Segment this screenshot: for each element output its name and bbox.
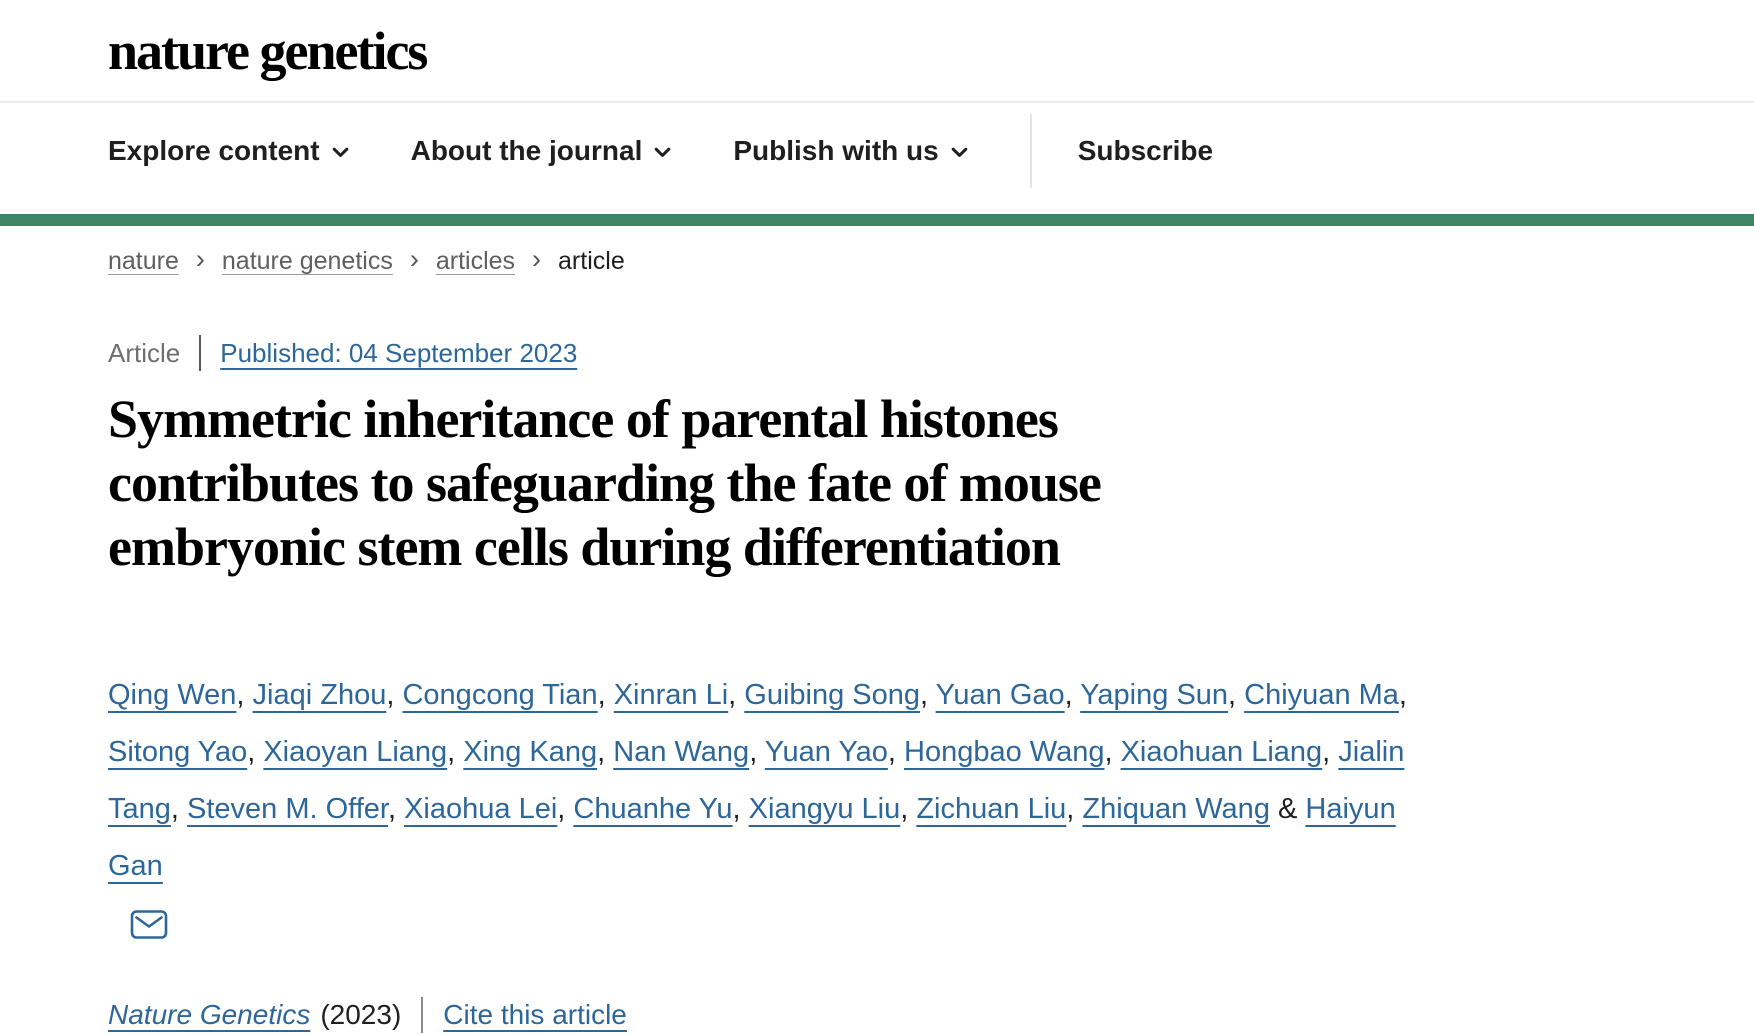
- article-title: Symmetric inheritance of parental histon…: [108, 389, 1102, 577]
- author-link[interactable]: Nan Wang: [613, 736, 750, 768]
- author-link[interactable]: Xing Kang: [463, 736, 598, 768]
- author-link[interactable]: Yaping Sun: [1080, 679, 1229, 711]
- breadcrumb-item-article: article: [558, 247, 625, 275]
- author-link[interactable]: Zichuan Liu: [916, 793, 1067, 825]
- author-link[interactable]: Congcong Tian: [402, 679, 598, 711]
- breadcrumb-item-nature[interactable]: nature: [108, 247, 179, 275]
- author-separator: ,: [749, 736, 765, 768]
- author-separator: ,: [597, 736, 614, 768]
- author-separator: ,: [170, 793, 188, 825]
- author-link[interactable]: Chuanhe Yu: [573, 793, 733, 825]
- author-link[interactable]: Yuan Yao: [764, 736, 888, 768]
- author-link[interactable]: Xiaohuan Liang: [1120, 736, 1323, 768]
- cite-this-article-link[interactable]: Cite this article: [443, 999, 627, 1030]
- author-link[interactable]: Yuan Gao: [935, 679, 1065, 711]
- author-link[interactable]: Qing Wen: [108, 679, 237, 711]
- author-separator: ,: [387, 793, 405, 825]
- author-separator: ,: [732, 793, 749, 825]
- author-separator: ,: [247, 736, 264, 768]
- citation-divider: [421, 997, 424, 1033]
- author-separator: ,: [1104, 736, 1121, 768]
- breadcrumb-item-articles[interactable]: articles: [435, 247, 516, 275]
- nav-item-explore-content[interactable]: Explore content: [108, 135, 349, 167]
- author-separator: ,: [1066, 793, 1083, 825]
- subscribe-link[interactable]: Subscribe: [1077, 134, 1214, 166]
- author-link[interactable]: Xinran Li: [613, 679, 729, 711]
- journal-logo[interactable]: nature genetics: [108, 20, 428, 81]
- nav-item-label: Publish with us: [733, 134, 939, 166]
- published-date-link[interactable]: Published: 04 September 2023: [220, 337, 578, 368]
- author-link[interactable]: Xiangyu Liu: [748, 793, 901, 825]
- nav-item-label: About the journal: [410, 134, 643, 166]
- nav-items: Explore content About the journal Publish …: [108, 135, 1030, 167]
- author-link[interactable]: Jiaqi Zhou: [252, 679, 387, 711]
- site-header: nature genetics Explore content About the…: [0, 0, 1754, 226]
- author-link[interactable]: Hongbao Wang: [904, 736, 1105, 768]
- author-separator: ,: [386, 679, 403, 711]
- logo-bar: nature genetics: [0, 0, 1754, 103]
- citation-year: (2023): [320, 999, 402, 1030]
- author-separator: ,: [557, 793, 574, 825]
- chevron-down-icon: [332, 147, 348, 157]
- nav-item-about-the-journal[interactable]: About the journal: [411, 135, 672, 167]
- nav-divider: [1029, 113, 1032, 188]
- author-separator: ,: [920, 679, 936, 711]
- article-type-label: Article: [108, 337, 181, 368]
- author-separator: ,: [1228, 679, 1245, 711]
- nav-item-label: Explore content: [108, 134, 320, 166]
- email-row: [130, 909, 1714, 945]
- author-separator: ,: [887, 736, 905, 768]
- author-link[interactable]: Guibing Song: [744, 679, 921, 711]
- author-link[interactable]: Chiyuan Ma: [1244, 679, 1399, 711]
- author-separator: &: [1269, 793, 1306, 825]
- author-list: Qing Wen, Jiaqi Zhou, Congcong Tian, Xin…: [108, 667, 1458, 895]
- chevron-down-icon: [951, 147, 968, 157]
- author-link[interactable]: Jialin Tang: [108, 736, 1405, 825]
- author-separator: ,: [1322, 736, 1339, 768]
- author-link[interactable]: Haiyun Gan: [108, 793, 1396, 882]
- envelope-icon: [130, 910, 168, 939]
- author-separator: ,: [728, 679, 745, 711]
- corresponding-author-email-link[interactable]: [130, 909, 168, 940]
- breadcrumb-separator-icon: ›: [532, 244, 542, 274]
- breadcrumb: nature › nature genetics › articles › article: [108, 246, 1714, 277]
- author-separator: ,: [1398, 679, 1407, 711]
- author-link[interactable]: Steven M. Offer: [187, 793, 388, 825]
- article-page: nature › nature genetics › articles › article …: [0, 246, 1754, 1033]
- journal-link[interactable]: Nature Genetics: [108, 999, 311, 1030]
- meta-divider: [199, 335, 202, 371]
- breadcrumb-item-nature-genetics[interactable]: nature genetics: [221, 247, 393, 275]
- author-link[interactable]: Sitong Yao: [108, 736, 248, 768]
- breadcrumb-separator-icon: ›: [195, 244, 205, 274]
- citation-line: Nature Genetics (2023) Cite this article: [108, 997, 1714, 1033]
- author-link[interactable]: Xiaohua Lei: [404, 793, 558, 825]
- author-separator: ,: [236, 679, 253, 711]
- article-meta: Article Published: 04 September 2023: [108, 335, 1714, 371]
- breadcrumb-separator-icon: ›: [409, 244, 419, 274]
- chevron-down-icon: [655, 147, 671, 157]
- author-separator: ,: [900, 793, 917, 825]
- author-separator: ,: [447, 736, 464, 768]
- author-link[interactable]: Xiaoyan Liang: [263, 736, 448, 768]
- main-nav: Explore content About the journal Publish …: [0, 103, 1754, 198]
- author-link[interactable]: Zhiquan Wang: [1082, 793, 1270, 825]
- brand-bar: [0, 214, 1754, 226]
- author-separator: ,: [1064, 679, 1081, 711]
- nav-item-publish-with-us[interactable]: Publish with us: [733, 134, 968, 167]
- author-separator: ,: [597, 679, 614, 711]
